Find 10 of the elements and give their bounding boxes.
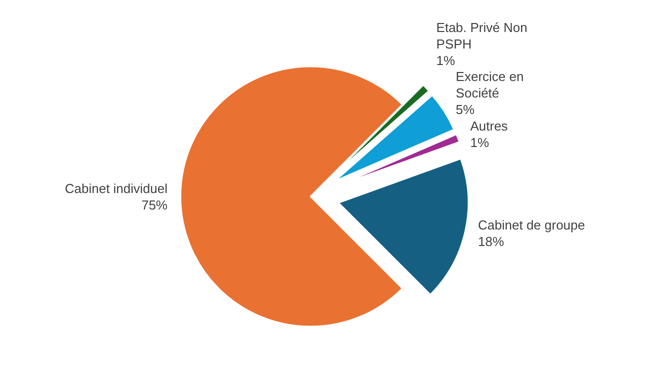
slice-label: Etab. Privé Non PSPH	[436, 20, 528, 52]
slice-label: Cabinet individuel	[64, 180, 168, 196]
slice-label: Cabinet de groupe	[478, 218, 586, 233]
data-label: 75%	[141, 197, 168, 212]
data-label: 18%	[478, 234, 504, 250]
data-label: 1%	[470, 135, 490, 150]
slice-label: Exercice en Société	[456, 68, 524, 100]
slice-label: Autres	[470, 118, 508, 134]
data-label: 5%	[456, 102, 476, 117]
data-label: 1%	[436, 52, 456, 68]
